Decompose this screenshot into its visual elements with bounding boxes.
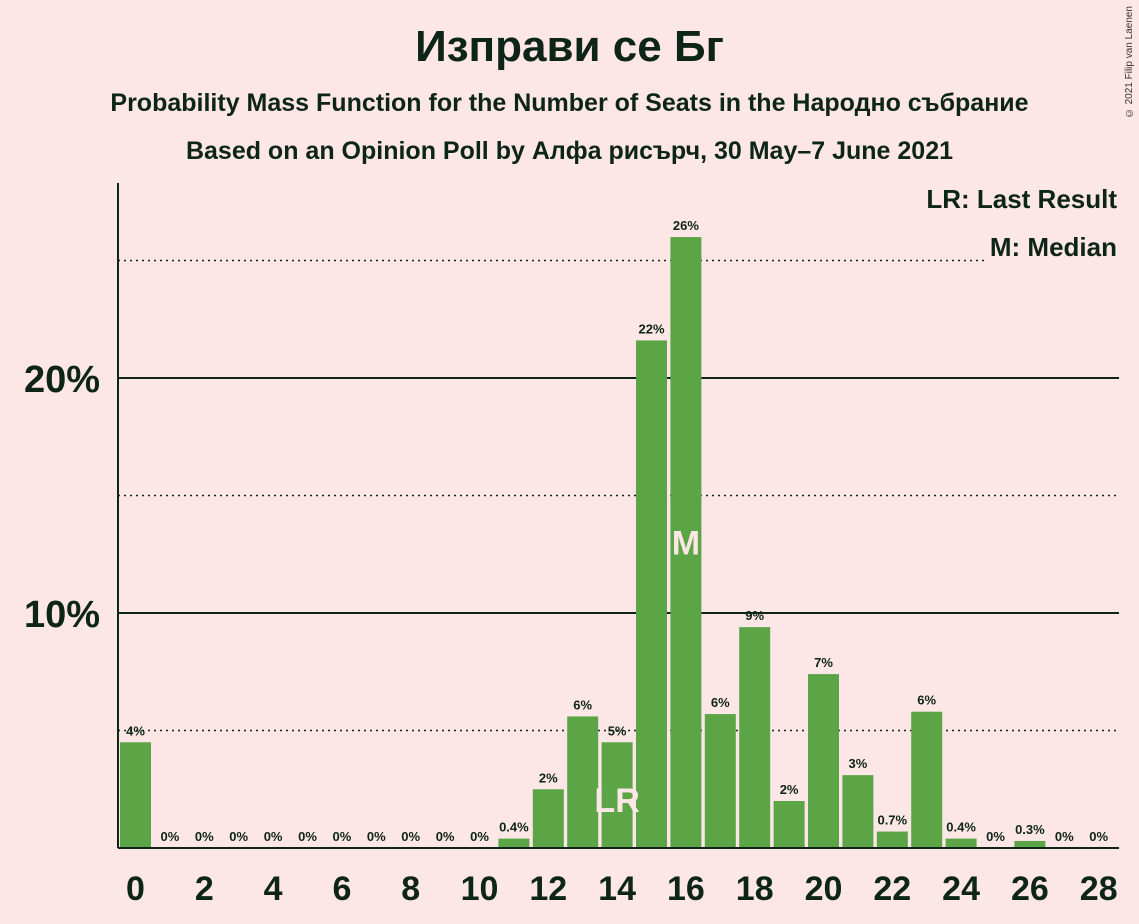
x-tick-label: 24 — [942, 870, 980, 908]
legend-last-result: LR: Last Result — [922, 184, 1117, 215]
data-label: 0% — [1089, 829, 1108, 844]
bar-seat-15 — [636, 340, 667, 848]
x-tick-label: 8 — [401, 870, 420, 908]
x-tick-label: 18 — [736, 870, 774, 908]
data-label: 0% — [367, 829, 386, 844]
data-label: 0% — [264, 829, 283, 844]
legend-median: M: Median — [985, 232, 1117, 263]
bar-seat-20 — [808, 674, 839, 848]
data-label: 6% — [573, 697, 592, 712]
bars: 4% 0% 0% 0% 0% 0% 0% 0% 0% 0% 0% 0.4% 2% 6% 5% 22% 26% 6%… — [120, 218, 1109, 849]
data-label: 5% — [608, 723, 627, 738]
x-tick-label: 20 — [805, 870, 843, 908]
data-label: 0.3% — [1015, 822, 1045, 837]
median-marker: M — [672, 525, 700, 563]
bar-seat-19 — [773, 801, 805, 848]
x-tick-label: 0 — [126, 870, 145, 908]
data-label: 0.4% — [499, 820, 529, 835]
data-label: 0.7% — [877, 813, 907, 828]
bar-seat-17 — [704, 714, 736, 848]
bar-seat-21 — [842, 775, 874, 848]
bar-seat-18 — [739, 627, 771, 848]
bar-seat-13 — [567, 716, 599, 848]
data-label: 0% — [298, 829, 317, 844]
bar-seat-14 — [601, 742, 633, 848]
x-tick-label: 12 — [529, 870, 567, 908]
data-label: 0% — [333, 829, 352, 844]
x-tick-label: 14 — [598, 870, 636, 908]
x-tick-label: 4 — [264, 870, 283, 908]
x-tick-label: 2 — [195, 870, 214, 908]
data-label: 0% — [986, 829, 1005, 844]
data-label: 0% — [436, 829, 455, 844]
data-label: 6% — [917, 693, 936, 708]
data-label: 0% — [195, 829, 214, 844]
data-label: 2% — [780, 782, 799, 797]
bar-seat-0 — [120, 742, 151, 848]
chart-title: Изправи се Бг — [415, 22, 724, 71]
bar-seat-24 — [945, 838, 977, 848]
y-tick-label: 20% — [24, 359, 100, 401]
bar-seat-23 — [911, 711, 943, 848]
y-tick-label: 10% — [24, 594, 100, 636]
data-label: 2% — [539, 770, 558, 785]
data-label: 0.4% — [946, 820, 976, 835]
data-label: 6% — [711, 695, 730, 710]
data-label: 3% — [849, 756, 868, 771]
x-tick-label: 6 — [332, 870, 351, 908]
data-label: 9% — [745, 608, 764, 623]
x-tick-label: 22 — [873, 870, 911, 908]
data-label: 0% — [1055, 829, 1074, 844]
x-tick-label: 28 — [1080, 870, 1118, 908]
axes: 10%20%0 2 4 6 8 10 12 14 16 18 20 22 24 26 28 — [24, 183, 1119, 908]
bar-seat-22 — [876, 831, 908, 848]
last-result-marker: LR — [594, 782, 639, 820]
bar-seat-26 — [1014, 840, 1046, 848]
bar-seat-12 — [532, 789, 564, 848]
chart-subtitle: Probability Mass Function for the Number… — [110, 89, 1029, 117]
data-label: 0% — [161, 829, 180, 844]
x-tick-label: 10 — [461, 870, 499, 908]
x-tick-label: 16 — [667, 870, 705, 908]
data-label: 26% — [673, 218, 699, 233]
bar-seat-16 — [670, 237, 702, 849]
bar-seat-11 — [498, 838, 530, 848]
data-label: 7% — [814, 655, 833, 670]
chart-source: Based on an Opinion Poll by Алфа рисърч,… — [185, 137, 954, 165]
data-label: 0% — [229, 829, 248, 844]
data-label: 4% — [126, 723, 145, 738]
x-tick-label: 26 — [1011, 870, 1049, 908]
gridlines — [118, 259, 1119, 732]
data-label: 0% — [470, 829, 489, 844]
data-label: 22% — [638, 321, 664, 336]
data-label: 0% — [401, 829, 420, 844]
